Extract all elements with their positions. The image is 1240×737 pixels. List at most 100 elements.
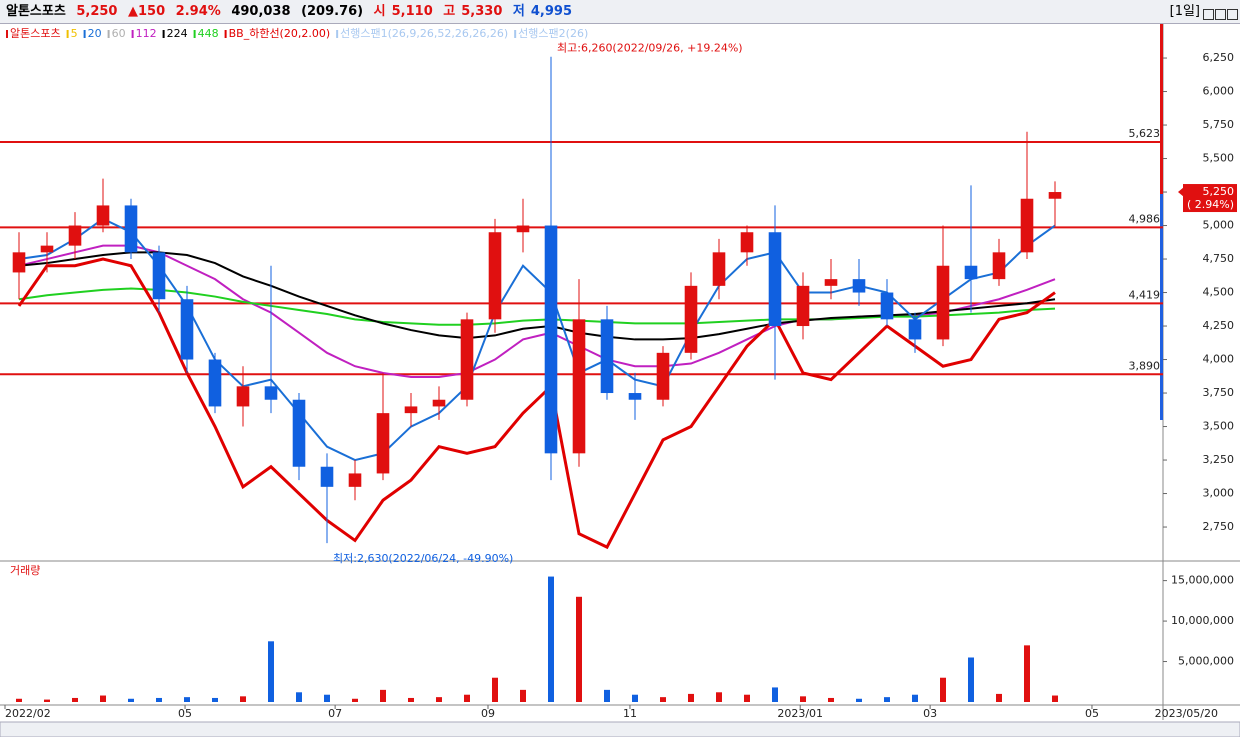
legend-swatch bbox=[336, 30, 339, 38]
legend-entry: 448 bbox=[198, 27, 219, 40]
candle-body bbox=[684, 285, 698, 353]
level-label: 4,419 bbox=[1129, 288, 1161, 301]
candle-body bbox=[40, 245, 54, 253]
legend-swatch bbox=[6, 30, 8, 38]
volume-bar bbox=[828, 697, 834, 702]
end-date: 2023/05/20 bbox=[1155, 707, 1218, 720]
level-label: 4,986 bbox=[1129, 212, 1161, 225]
candle-body bbox=[740, 232, 754, 253]
open-label: 시 bbox=[373, 4, 386, 19]
level-label: 3,890 bbox=[1129, 359, 1161, 372]
y-tick-label: 2,750 bbox=[1203, 520, 1235, 533]
candle-body bbox=[572, 319, 586, 454]
y-tick-label: 4,750 bbox=[1203, 252, 1235, 265]
candle-body bbox=[264, 386, 278, 400]
volume-bar bbox=[940, 677, 946, 702]
legend-entry: 선행스팬1(26,9,26,52,26,26,26) bbox=[340, 27, 508, 40]
volume-bar bbox=[912, 694, 918, 702]
candle-body bbox=[432, 399, 446, 407]
volume-bar bbox=[884, 697, 890, 702]
legend-entry: BB_하한선(20,2.00) bbox=[229, 26, 331, 40]
volume-bar bbox=[380, 689, 386, 702]
volume-title: 거래량 bbox=[10, 564, 40, 577]
period-button[interactable]: [1일] bbox=[1169, 4, 1200, 19]
candle-body bbox=[348, 473, 362, 487]
volume-bar bbox=[16, 698, 22, 702]
candle-body bbox=[852, 279, 866, 293]
legend-swatch bbox=[83, 30, 86, 38]
scrollbar[interactable] bbox=[0, 721, 1240, 737]
legend-entry: 224 bbox=[167, 27, 188, 40]
volume-bar bbox=[660, 697, 666, 702]
stock-name: 알톤스포츠 bbox=[6, 4, 66, 19]
candle-body bbox=[96, 205, 110, 226]
candle-body bbox=[152, 252, 166, 300]
range-bar bbox=[1160, 24, 1163, 420]
chart-bg bbox=[0, 24, 1240, 737]
candle-body bbox=[768, 232, 782, 327]
volume-bar bbox=[352, 698, 358, 702]
candle-body bbox=[1020, 198, 1034, 253]
candle-body bbox=[712, 252, 726, 286]
y-tick-label: 6,000 bbox=[1203, 85, 1235, 98]
volume-bar bbox=[716, 692, 722, 702]
x-tick-label: 07 bbox=[328, 707, 342, 720]
x-tick-label: 09 bbox=[481, 707, 495, 720]
candle-body bbox=[236, 386, 250, 407]
volume-bar bbox=[44, 699, 50, 702]
candle-body bbox=[180, 299, 194, 360]
legend-swatch bbox=[66, 30, 69, 38]
y-tick-label: 4,500 bbox=[1203, 286, 1235, 299]
y-tick-label: 5,000 bbox=[1203, 219, 1235, 232]
max-note: 최고:6,260(2022/09/26, +19.24%) bbox=[557, 42, 743, 55]
legend-entry: 60 bbox=[112, 27, 126, 40]
y-tick-label: 5,750 bbox=[1203, 118, 1235, 131]
x-tick-label: 05 bbox=[1085, 707, 1099, 720]
volume-bar bbox=[968, 657, 974, 702]
last-price: 5,250 bbox=[1203, 185, 1235, 198]
y-tick-label: 3,500 bbox=[1203, 420, 1235, 433]
volume: 490,038 bbox=[231, 4, 291, 19]
low-label: 저 bbox=[512, 4, 525, 19]
y-tick-label: 4,000 bbox=[1203, 353, 1235, 366]
y-tick-label: 3,000 bbox=[1203, 487, 1235, 500]
candle-body bbox=[376, 413, 390, 474]
y-tick-label: 5,000,000 bbox=[1178, 655, 1234, 668]
volume-bar bbox=[408, 697, 414, 702]
volume-bar bbox=[212, 697, 218, 702]
amount: (209.76) bbox=[301, 4, 364, 19]
y-tick-label: 6,250 bbox=[1203, 51, 1235, 64]
rate: 2.94% bbox=[175, 4, 221, 19]
open: 5,110 bbox=[391, 4, 433, 19]
volume-bar bbox=[464, 694, 470, 702]
volume-bar bbox=[856, 698, 862, 702]
x-tick-label: 2022/02 bbox=[5, 707, 51, 720]
window-buttons[interactable] bbox=[1202, 5, 1238, 20]
volume-bar bbox=[996, 693, 1002, 702]
y-tick-label: 3,750 bbox=[1203, 386, 1235, 399]
y-tick-label: 15,000,000 bbox=[1171, 574, 1234, 587]
price: 5,250 bbox=[76, 4, 118, 19]
volume-bar bbox=[800, 696, 806, 702]
high-label: 고 bbox=[443, 4, 456, 19]
volume-bar bbox=[296, 692, 302, 702]
candle-body bbox=[68, 225, 82, 246]
volume-bar bbox=[744, 694, 750, 702]
candle-body bbox=[488, 232, 502, 320]
volume-bar bbox=[632, 694, 638, 702]
volume-bar bbox=[492, 677, 498, 702]
last-price-box bbox=[1183, 184, 1237, 213]
candle-body bbox=[404, 406, 418, 414]
legend-swatch bbox=[131, 30, 134, 38]
x-tick-label: 11 bbox=[623, 707, 637, 720]
legend-swatch bbox=[514, 30, 517, 38]
volume-bar bbox=[576, 596, 582, 702]
volume-bar bbox=[268, 641, 274, 702]
legend-entry: 20 bbox=[88, 27, 102, 40]
volume-bar bbox=[128, 698, 134, 702]
candle-body bbox=[656, 352, 670, 400]
candle-body bbox=[320, 466, 334, 487]
candle-body bbox=[600, 319, 614, 394]
y-tick-label: 10,000,000 bbox=[1171, 614, 1234, 627]
change: ▲150 bbox=[128, 4, 166, 19]
